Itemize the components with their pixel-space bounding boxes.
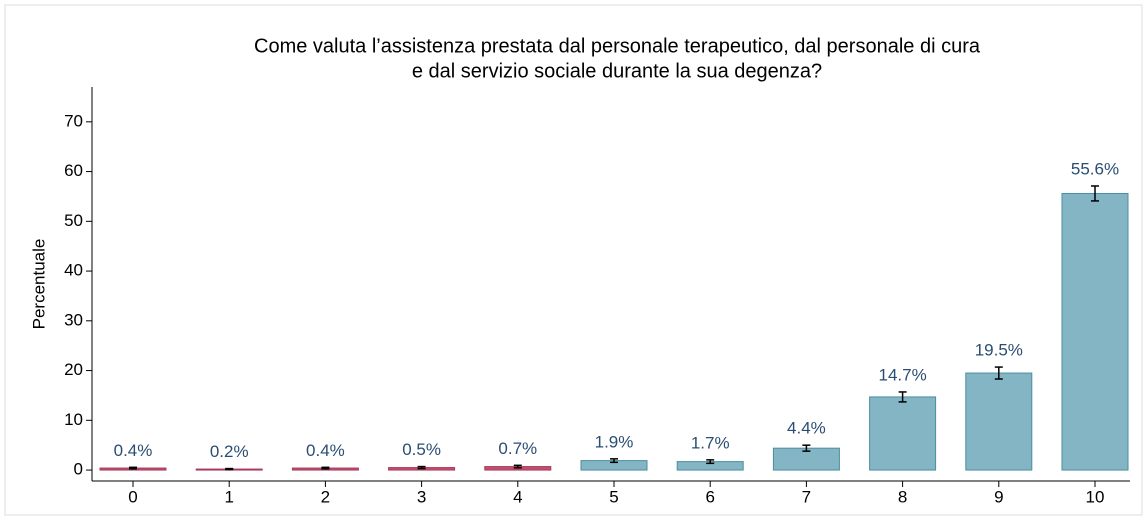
y-tick-label: 0 <box>74 460 83 479</box>
x-tick-label: 10 <box>1086 487 1105 506</box>
x-tick-label: 4 <box>513 487 522 506</box>
x-tick-label: 9 <box>994 487 1003 506</box>
value-label: 1.9% <box>595 432 634 451</box>
x-tick-label: 3 <box>417 487 426 506</box>
value-label: 1.7% <box>691 433 730 452</box>
value-label: 0.2% <box>210 442 249 461</box>
value-label: 19.5% <box>975 341 1023 360</box>
y-tick-label: 10 <box>64 410 83 429</box>
y-axis-label: Percentuale <box>29 239 48 330</box>
value-label: 4.4% <box>787 419 826 438</box>
chart-title: Come valuta l’assistenza prestata dal pe… <box>254 35 981 57</box>
x-tick-label: 7 <box>802 487 811 506</box>
x-tick-label: 5 <box>609 487 618 506</box>
x-tick-label: 6 <box>705 487 714 506</box>
y-tick-label: 70 <box>64 111 83 130</box>
y-tick-label: 20 <box>64 360 83 379</box>
value-label: 55.6% <box>1071 159 1119 178</box>
value-label: 0.5% <box>402 440 441 459</box>
x-tick-label: 8 <box>898 487 907 506</box>
y-tick-label: 50 <box>64 211 83 230</box>
x-tick-label: 0 <box>128 487 137 506</box>
value-label: 0.7% <box>498 439 537 458</box>
bar <box>1061 192 1129 471</box>
frame <box>4 4 1143 516</box>
x-tick-label: 1 <box>224 487 233 506</box>
y-tick-label: 60 <box>64 161 83 180</box>
chart-title: e dal servizio sociale durante la sua de… <box>412 60 822 82</box>
value-label: 0.4% <box>306 441 345 460</box>
y-tick-label: 40 <box>64 261 83 280</box>
bar <box>965 372 1033 471</box>
value-label: 0.4% <box>114 441 153 460</box>
y-tick-label: 30 <box>64 310 83 329</box>
bar <box>869 396 937 471</box>
value-label: 14.7% <box>878 365 926 384</box>
x-tick-label: 2 <box>321 487 330 506</box>
